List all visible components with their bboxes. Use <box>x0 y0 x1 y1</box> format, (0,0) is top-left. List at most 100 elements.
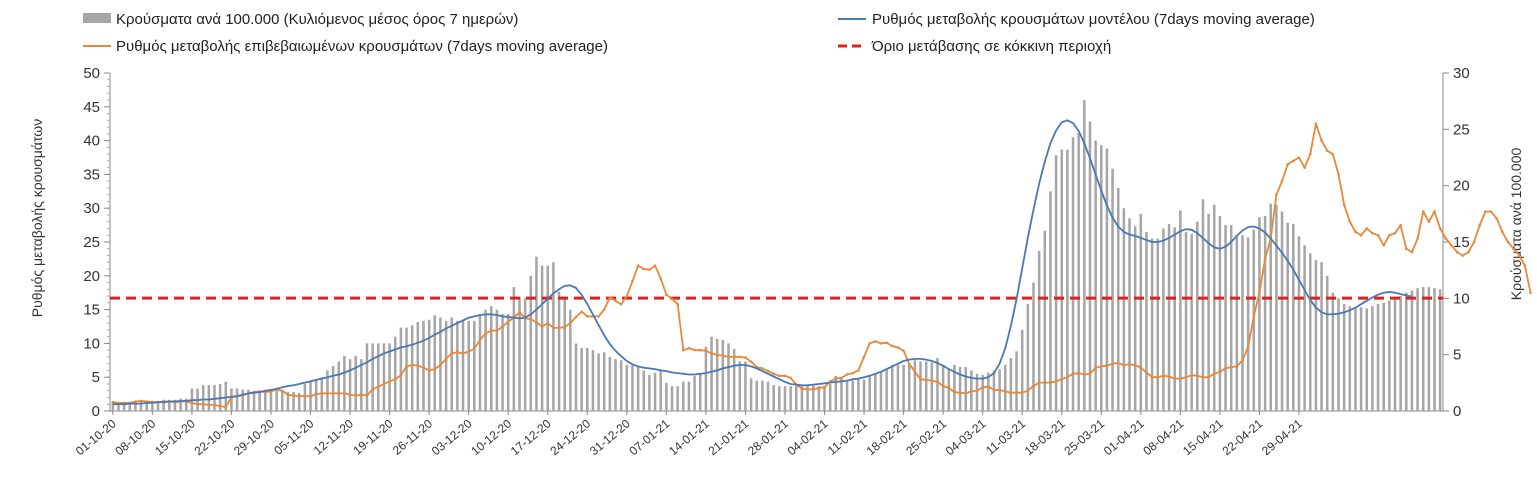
bar <box>388 343 391 411</box>
confirmed-point <box>393 377 397 381</box>
confirmed-point <box>1229 365 1233 369</box>
confirmed-point <box>506 320 510 324</box>
confirmed-point <box>1207 375 1210 379</box>
bar <box>1416 288 1419 411</box>
bar <box>975 373 979 411</box>
bar <box>1156 238 1160 411</box>
confirmed-point <box>1026 389 1030 393</box>
bar <box>523 298 527 411</box>
bar <box>1145 231 1148 411</box>
confirmed-point <box>1246 345 1250 349</box>
confirmed-point <box>326 392 329 395</box>
bar <box>857 379 860 411</box>
bar <box>936 358 939 411</box>
bar <box>1427 287 1431 411</box>
confirmed-point <box>546 321 550 325</box>
bar <box>1399 296 1402 411</box>
confirmed-point <box>970 390 973 393</box>
confirmed-point <box>1150 375 1154 379</box>
model-cases-line <box>112 119 1413 406</box>
confirmed-point <box>964 392 968 395</box>
y-left-tick-label: 30 <box>83 200 100 217</box>
confirmed-point <box>337 392 341 395</box>
confirmed-point <box>1218 370 1222 374</box>
bar <box>297 392 301 411</box>
confirmed-point <box>1241 359 1244 362</box>
x-tick-label: 08-04-21 <box>1140 416 1186 458</box>
confirmed-point <box>862 355 866 359</box>
confirmed-point <box>1167 375 1171 378</box>
bar <box>738 361 742 411</box>
confirmed-point <box>1088 372 1092 376</box>
confirmed-point <box>845 373 849 376</box>
confirmed-point <box>461 352 465 355</box>
confirmed-point <box>958 391 962 395</box>
confirmed-point <box>1348 220 1352 224</box>
confirmed-point <box>580 310 583 313</box>
confirmed-point <box>1495 217 1498 220</box>
confirmed-point <box>653 264 657 267</box>
bar <box>1032 282 1035 411</box>
bar <box>207 385 211 411</box>
x-tick-label: 08-10-20 <box>112 416 158 458</box>
bar <box>941 364 945 411</box>
confirmed-point <box>602 308 606 311</box>
confirmed-point <box>331 392 335 395</box>
bar <box>399 327 403 411</box>
y-right-tick-label: 15 <box>1453 234 1470 251</box>
bar <box>642 370 646 411</box>
confirmed-point <box>806 388 809 391</box>
confirmed-point <box>851 371 855 375</box>
confirmed-point <box>1512 247 1515 251</box>
bar <box>145 400 148 411</box>
bar <box>1003 364 1007 411</box>
x-tick-label: 29-04-21 <box>1259 416 1305 458</box>
confirmed-cases-points <box>111 122 1532 409</box>
confirmed-point <box>535 321 538 324</box>
bar <box>840 378 843 411</box>
bar <box>1049 191 1052 411</box>
confirmed-point <box>885 341 888 345</box>
confirmed-point <box>433 367 437 371</box>
bar <box>902 364 905 411</box>
confirmed-point <box>1438 227 1442 230</box>
confirmed-point <box>1060 377 1064 381</box>
confirmed-point <box>1128 363 1131 366</box>
x-tick-label: 18-02-21 <box>864 416 910 458</box>
bar <box>331 365 335 411</box>
bar <box>1162 228 1165 411</box>
confirmed-point <box>1342 203 1346 207</box>
confirmed-point <box>1371 231 1374 235</box>
bar <box>1122 208 1126 411</box>
bar <box>749 378 753 411</box>
bar <box>173 399 177 411</box>
bar <box>1246 237 1250 411</box>
confirmed-point <box>1224 367 1227 370</box>
confirmed-point <box>687 346 691 350</box>
confirmed-point <box>1179 377 1182 380</box>
bar <box>456 320 459 411</box>
bar <box>1224 225 1227 411</box>
x-tick-label: 04-02-21 <box>785 416 831 458</box>
bar <box>670 386 674 411</box>
confirmed-point <box>924 378 928 382</box>
confirmed-point <box>1410 250 1414 254</box>
confirmed-point <box>896 346 900 349</box>
bar <box>1009 358 1013 411</box>
confirmed-point <box>1037 381 1041 384</box>
bar <box>794 386 798 411</box>
confirmed-point <box>608 296 612 299</box>
confirmed-point <box>670 297 674 301</box>
bar <box>1376 303 1380 411</box>
confirmed-point <box>1529 291 1532 295</box>
confirmed-point <box>1162 374 1165 378</box>
legend-label-threshold-line: Όριο μετάβασης σε κόκκινη περιοχή <box>871 38 1111 55</box>
bar <box>1229 225 1233 411</box>
bar <box>371 343 374 411</box>
bar <box>247 389 250 411</box>
confirmed-point <box>473 347 476 351</box>
legend-swatch-bars <box>83 13 111 23</box>
legend-label-bars: Κρούσματα ανά 100.000 (Κυλιόμενος μέσος … <box>116 11 518 28</box>
confirmed-point <box>761 367 764 370</box>
bar <box>433 315 437 411</box>
